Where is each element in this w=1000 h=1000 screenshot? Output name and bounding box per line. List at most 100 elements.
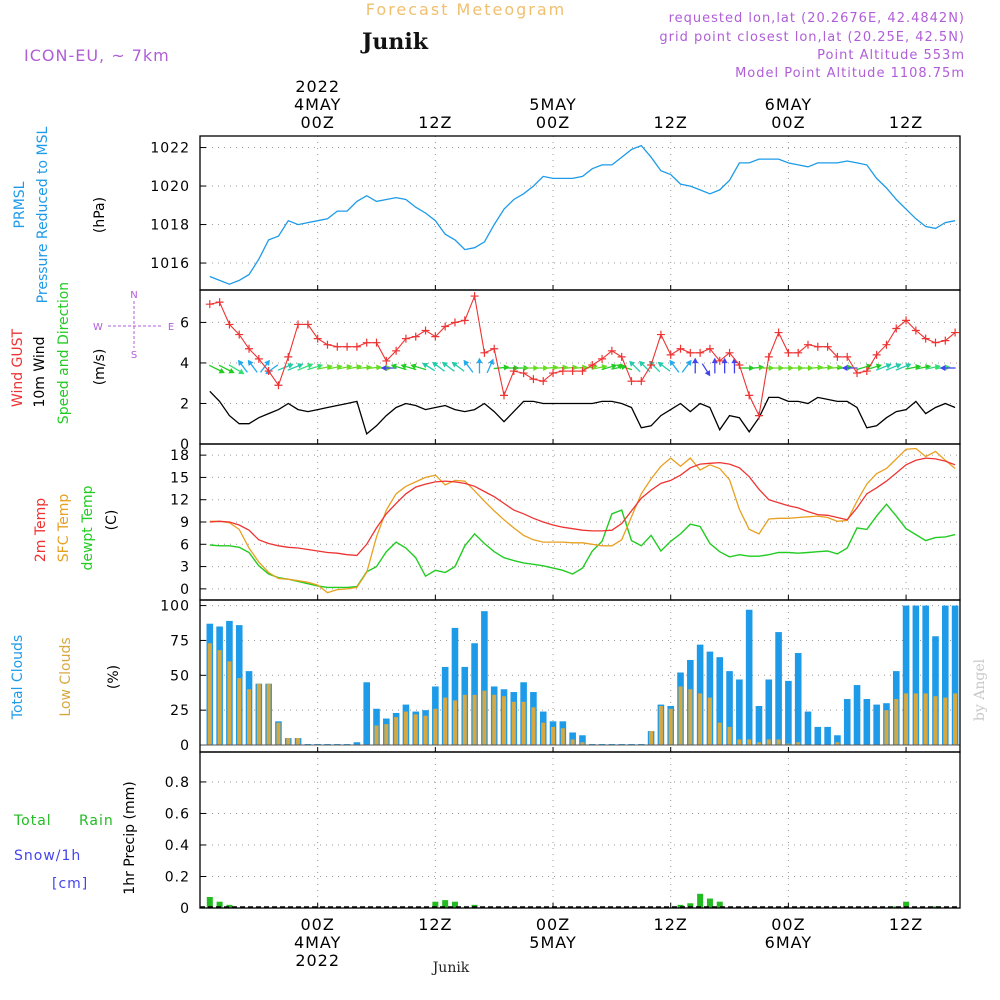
wind-panel: 0 2 4 6 bbox=[180, 289, 961, 453]
rain-bar bbox=[687, 903, 694, 908]
total-cloud-bar bbox=[843, 699, 851, 746]
wind-direction-arrow bbox=[657, 361, 671, 372]
legend-snow: Snow/1h bbox=[14, 848, 81, 864]
wind-direction-arrow bbox=[390, 363, 407, 371]
low-cloud-bar bbox=[207, 643, 212, 746]
gust-marker bbox=[696, 348, 705, 357]
gust-marker bbox=[460, 316, 469, 325]
pressure-ylabel-1: PRMSL bbox=[12, 181, 28, 228]
wind-direction-arrow bbox=[237, 359, 248, 373]
temperature-ytick-label: 15 bbox=[170, 470, 190, 486]
low-cloud-bar bbox=[678, 686, 683, 746]
wind-direction-arrow bbox=[431, 361, 445, 372]
wind-direction-arrow bbox=[336, 364, 353, 370]
wind-direction-arrow bbox=[422, 362, 436, 372]
compass-n: N bbox=[130, 290, 137, 301]
rain-bar bbox=[206, 896, 213, 908]
wind-direction-arrow bbox=[307, 363, 324, 371]
total-cloud-bar bbox=[0, 606, 7, 745]
low-cloud-bar bbox=[668, 708, 673, 746]
low-cloud-bar bbox=[658, 705, 663, 746]
top-time-label: 5MAY bbox=[529, 95, 576, 114]
total-cloud-bar bbox=[912, 605, 920, 746]
low-cloud-bar bbox=[472, 694, 477, 746]
model-label: ICON-EU, ~ 7km bbox=[24, 46, 170, 65]
clouds-ytick-label: 0 bbox=[180, 738, 190, 754]
wind-arrow-head bbox=[400, 363, 407, 370]
wind-direction-arrow bbox=[218, 364, 235, 374]
top-time-label: 12Z bbox=[418, 113, 452, 132]
wind-direction-arrow bbox=[875, 363, 892, 371]
gust-marker bbox=[607, 346, 616, 355]
cloud-unit: (%) bbox=[106, 665, 122, 689]
location-title: Junik bbox=[360, 29, 429, 55]
wind-arrow-head bbox=[915, 364, 922, 370]
wind-ytick-label: 0 bbox=[180, 437, 190, 453]
gust-marker bbox=[352, 342, 361, 351]
gust-marker bbox=[804, 340, 812, 349]
wind-arrow-head bbox=[875, 363, 883, 370]
total-cloud-bar bbox=[824, 726, 831, 746]
gust-marker bbox=[882, 340, 891, 349]
low-cloud-bar bbox=[835, 742, 840, 746]
wind-arrow-head bbox=[669, 359, 676, 366]
rain-bar bbox=[903, 901, 910, 908]
low-cloud-bar bbox=[649, 731, 654, 746]
total-cloud-bar bbox=[804, 711, 812, 746]
pressure-ytick-label: 1018 bbox=[150, 218, 190, 234]
wind-direction-arrow bbox=[287, 363, 304, 371]
wind-arrow-head bbox=[685, 359, 692, 366]
wind-arrow-head bbox=[287, 363, 294, 369]
precip-ytick-label: 0.8 bbox=[165, 775, 190, 791]
point-altitude: Point Altitude 553m bbox=[817, 48, 965, 63]
gust-marker bbox=[431, 332, 440, 341]
gust-marker bbox=[284, 352, 293, 361]
low-cloud-bar bbox=[717, 722, 722, 746]
wind-direction-arrow bbox=[317, 364, 333, 370]
top-time-label: 12Z bbox=[889, 113, 923, 132]
rain-bar bbox=[432, 901, 439, 908]
clouds-plot bbox=[0, 605, 960, 746]
total-cloud-bar bbox=[922, 605, 929, 746]
precip-ytick-label: 0 bbox=[180, 901, 190, 917]
total-cloud-bar bbox=[451, 627, 459, 746]
wind-direction-arrow bbox=[915, 364, 932, 370]
gust-marker bbox=[294, 320, 303, 329]
wind-direction-arrow bbox=[410, 363, 427, 371]
wind-arrow-head bbox=[841, 364, 848, 372]
pressure-unit: (hPa) bbox=[92, 197, 108, 233]
total-cloud-bar bbox=[951, 605, 959, 746]
total-cloud-bar bbox=[0, 606, 7, 745]
gust-marker bbox=[303, 320, 312, 329]
gridpoint-coords: grid point closest lon,lat (20.25E, 42.5… bbox=[659, 30, 965, 45]
wind-direction-arrow bbox=[885, 363, 902, 371]
precip-ytick-label: 0.6 bbox=[165, 806, 190, 822]
temp-unit: (C) bbox=[104, 510, 120, 531]
gust-marker bbox=[715, 356, 724, 365]
low-cloud-bar bbox=[766, 739, 771, 746]
top-time-label: 00Z bbox=[771, 113, 805, 132]
total-cloud-bar bbox=[775, 632, 782, 746]
pressure-line bbox=[209, 144, 956, 285]
bottom-time-label: 12Z bbox=[889, 915, 923, 934]
gust-marker bbox=[656, 330, 665, 339]
top-time-label: 2022 bbox=[295, 77, 340, 96]
gust-marker bbox=[813, 342, 822, 351]
rain-bar bbox=[216, 901, 223, 908]
low-cloud-bar bbox=[551, 726, 556, 746]
pressure-ylabel-2: Pressure Reduced to MSL bbox=[35, 126, 51, 303]
low-cloud-bar bbox=[247, 689, 252, 746]
clouds-ytick-label: 75 bbox=[170, 633, 190, 649]
total-cloud-bar bbox=[579, 735, 586, 746]
precip-ytick-label: 0.4 bbox=[165, 838, 190, 854]
gust-marker bbox=[853, 369, 862, 378]
wind-plot bbox=[205, 292, 960, 436]
gust-marker bbox=[215, 298, 224, 307]
low-cloud-bar bbox=[756, 742, 761, 746]
sfctemp-ylabel: SFC Temp bbox=[56, 494, 72, 563]
low-clouds-ylabel: Low Clouds bbox=[58, 637, 74, 716]
wind-direction-arrow bbox=[939, 364, 956, 372]
low-cloud-bar bbox=[452, 700, 457, 746]
low-cloud-bar bbox=[237, 678, 242, 746]
